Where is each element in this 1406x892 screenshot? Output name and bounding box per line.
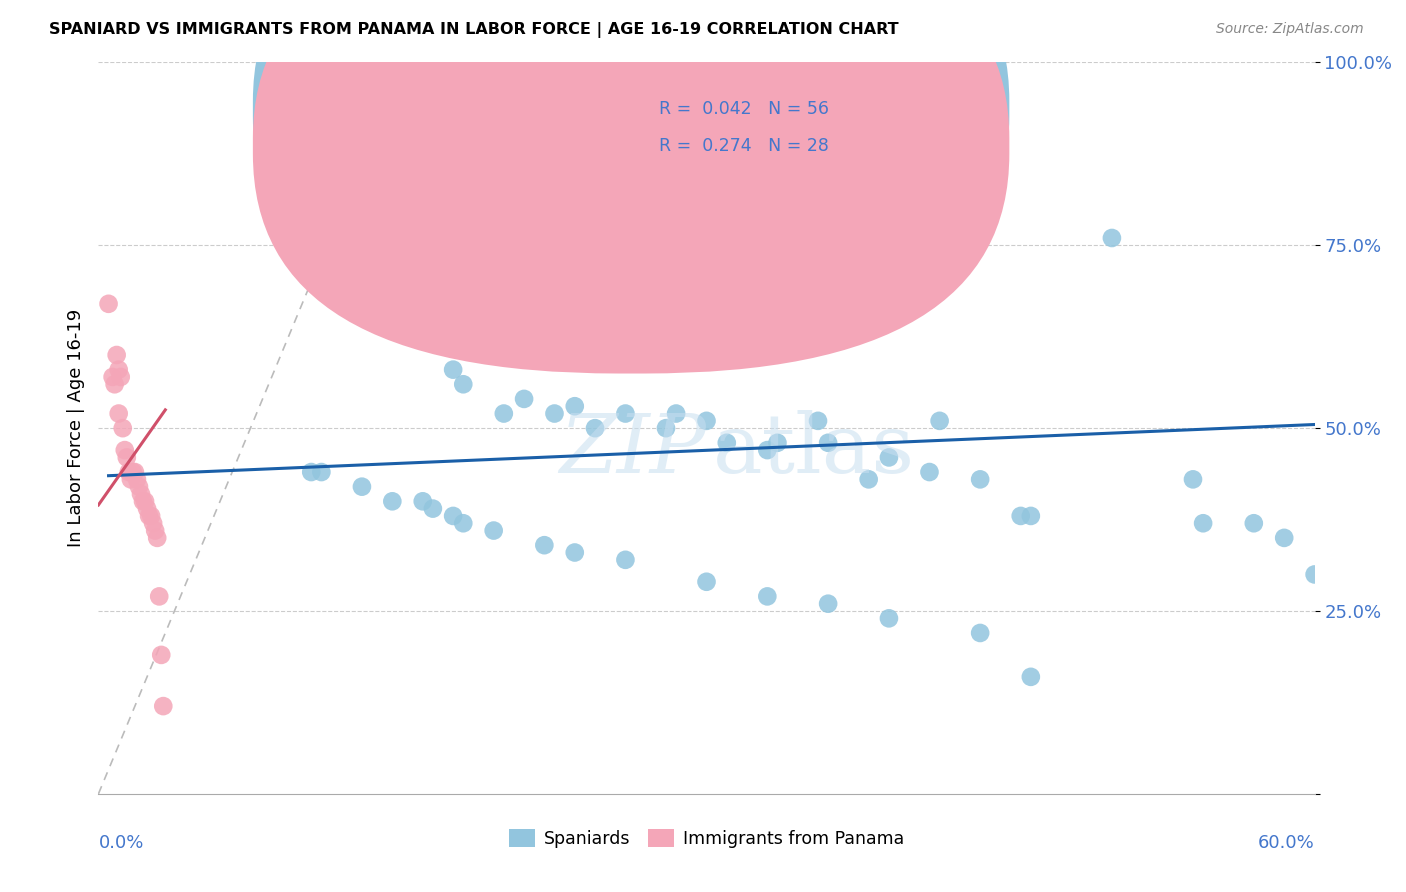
Point [441,508,464,523]
Point [128,480,150,494]
Point [311,465,333,479]
Point [118,465,141,479]
Point [858,472,880,486]
Point [817,597,839,611]
Point [412,494,434,508]
Point [1019,508,1042,523]
Text: Source: ZipAtlas.com: Source: ZipAtlas.com [1216,22,1364,37]
Point [143,524,166,538]
Point [969,626,991,640]
FancyBboxPatch shape [253,0,1010,374]
Point [129,487,152,501]
Point [1182,472,1205,486]
Point [391,224,413,238]
Point [665,407,688,421]
Point [453,377,475,392]
Text: R =  0.042   N = 56: R = 0.042 N = 56 [659,100,830,118]
Text: SPANIARD VS IMMIGRANTS FROM PANAMA IN LABOR FORCE | AGE 16-19 CORRELATION CHART: SPANIARD VS IMMIGRANTS FROM PANAMA IN LA… [49,22,898,38]
Point [114,443,136,458]
Point [817,435,839,450]
Point [1303,567,1326,582]
Point [766,435,789,450]
Point [564,399,586,413]
Point [696,414,718,428]
Text: ZIP: ZIP [560,410,707,490]
Point [122,465,145,479]
Text: atlas: atlas [713,410,915,490]
Point [146,531,169,545]
Point [104,377,127,392]
Text: R =  0.274   N = 28: R = 0.274 N = 28 [659,137,830,155]
Point [350,187,373,202]
Point [614,407,637,421]
Point [105,348,128,362]
Point [1010,508,1032,523]
Point [142,516,165,531]
Point [124,465,146,479]
Point [583,421,606,435]
Text: 0.0%: 0.0% [98,834,143,852]
Point [614,553,637,567]
Point [432,326,454,340]
Point [401,282,423,296]
Point [1019,670,1042,684]
Point [1101,231,1123,245]
Legend: Spaniards, Immigrants from Panama: Spaniards, Immigrants from Panama [502,822,911,855]
Point [696,574,718,589]
Point [441,362,464,376]
Point [132,494,155,508]
Point [655,421,678,435]
Point [125,472,148,486]
Point [756,443,779,458]
Point [969,472,991,486]
FancyBboxPatch shape [598,73,920,165]
Point [101,370,124,384]
Point [280,55,302,70]
Point [877,450,900,465]
Point [115,450,138,465]
Point [716,435,738,450]
Point [107,407,129,421]
Point [492,407,515,421]
Point [97,297,120,311]
Point [1192,516,1215,531]
Point [1243,516,1265,531]
Point [1272,531,1295,545]
Point [422,501,444,516]
Point [111,421,134,435]
Point [350,480,373,494]
Point [412,318,434,333]
Point [564,545,586,559]
Point [107,362,129,376]
FancyBboxPatch shape [253,0,1010,336]
Y-axis label: In Labor Force | Age 16-19: In Labor Force | Age 16-19 [66,309,84,548]
Point [311,55,333,70]
Point [381,494,404,508]
Point [928,414,950,428]
Point [543,407,565,421]
Point [150,648,173,662]
Point [918,465,941,479]
Point [148,590,170,604]
Point [299,465,322,479]
Point [381,158,404,172]
Point [533,538,555,552]
Point [807,414,830,428]
Point [110,370,132,384]
Point [136,501,159,516]
Point [877,611,900,625]
Point [120,472,142,486]
Point [756,590,779,604]
Point [134,494,156,508]
Point [139,508,162,523]
Point [513,392,536,406]
Point [152,699,174,714]
Text: 60.0%: 60.0% [1258,834,1315,852]
Point [482,524,505,538]
Point [453,516,475,531]
Point [138,508,160,523]
